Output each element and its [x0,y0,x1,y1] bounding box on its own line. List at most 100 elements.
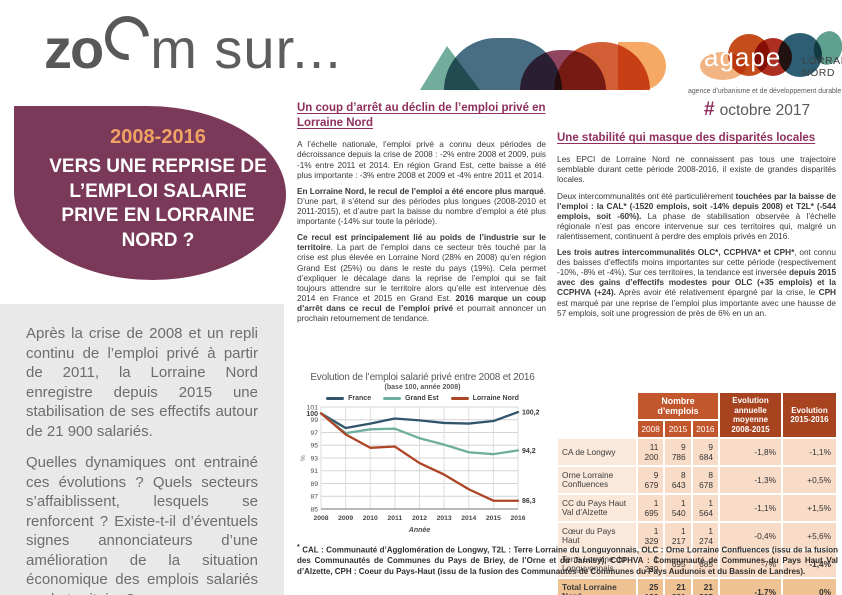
svg-text:%: % [300,455,307,461]
svg-text:93: 93 [310,455,318,462]
agape-logo: agape LORRAINE NORD agence d’urbanisme e… [688,26,842,100]
svg-text:2014: 2014 [461,515,476,522]
table-cell: -1,4% [783,551,836,578]
table-year-header: 2008 [638,421,664,438]
article-heading-left: Un coup d’arrêt au déclin de l’emploi pr… [297,102,546,130]
legend-swatch-icon [383,397,402,400]
table-row: Cœur du Pays Haut 1 329 1 217 1 274 -0,4% +5,… [558,523,836,550]
legend-swatch-icon [326,397,345,400]
legend-label: Lorraine Nord [472,395,519,402]
legend-label: Grand Est [405,395,439,402]
jobs-table-element: Nombre d’emplois Evolution annuelle moye… [556,391,838,595]
deco-arcs [420,38,666,90]
table-cell: -1,1% [720,495,781,522]
table-cell: -1,3% [720,467,781,494]
svg-text:91: 91 [310,468,318,475]
table-cell: 11 200 [638,439,664,466]
table-cell: CC du Pays Haut Val d’Alzette [558,495,636,522]
agape-region-line2: NORD [802,66,835,79]
table-cell: 8 643 [665,467,691,494]
chart-title: Evolution de l’emploi salarié privé entr… [310,372,535,383]
agape-region-line1: LORRAINE [802,55,842,67]
table-cell: 1 540 [665,495,691,522]
intro-panel: Après la crise de 2008 et un repli conti… [0,304,284,595]
article-paragraph: En Lorraine Nord, le recul de l’emploi a… [297,185,546,227]
article-col-right: Une stabilité qui masque des disparités … [557,131,836,324]
svg-text:87: 87 [310,494,318,501]
legend-label: France [348,395,372,402]
table-group-header: Nombre d’emplois [638,393,718,420]
svg-text:101: 101 [307,404,319,411]
legend-swatch-icon [450,397,469,400]
table-cell: 9 786 [665,439,691,466]
table-cell: CA de Longwy [558,439,636,466]
logo-ring-icon [96,7,159,69]
svg-text:2012: 2012 [412,515,427,522]
intro-paragraph: Après la crise de 2008 et un repli conti… [26,325,258,440]
table-cell: -1,7% [720,579,781,595]
svg-text:2016: 2016 [510,515,525,522]
table-cell: 685 [692,551,718,578]
table-cell: 9 684 [692,439,718,466]
chart-subtitle: (base 100, année 2008) [384,384,461,391]
issue-date: # octobre 2017 [704,99,810,121]
svg-text:89: 89 [310,481,318,488]
table-cell: 1 329 [638,523,664,550]
svg-text:99: 99 [310,417,318,424]
svg-text:2008: 2008 [313,515,328,522]
footnote-star: * [297,544,300,551]
svg-text:85: 85 [310,506,318,513]
table-cell: -7% [720,551,781,578]
legend-item: France [326,395,371,402]
legend-item: Lorraine Nord [450,395,519,402]
table-cell: -1,1% [783,439,836,466]
table-cell: Terre Lorraine du Longuyonnais [558,551,636,578]
table-row: Terre Lorraine du Longuyonnais 1 229 695 68… [558,551,836,578]
jobs-table: Nombre d’emplois Evolution annuelle moye… [556,391,838,595]
table-cell: -0,4% [720,523,781,550]
svg-text:2015: 2015 [486,515,501,522]
svg-text:100: 100 [306,411,318,418]
table-cell: 1 274 [692,523,718,550]
svg-text:95: 95 [310,443,318,450]
issue-date-text: octobre 2017 [719,102,811,119]
header-logo: zo m sur... [44,7,342,81]
article-paragraph: Ce recul est principalement lié au poids… [297,232,546,324]
table-evo-annual-header: Evolution annuelle moyenne 2008-2015 [720,393,781,438]
table-cell: 8 678 [692,467,718,494]
svg-text:2013: 2013 [437,515,452,522]
table-cell: 0% [783,579,836,595]
table-row: Orne Lorraine Confluences 9 679 8 643 8 678… [558,467,836,494]
svg-text:2010: 2010 [363,515,378,522]
table-cell: Orne Lorraine Confluences [558,467,636,494]
table-total-row: Total Lorraine Nord25 13221 88121 885-1,… [558,579,836,595]
table-cell: 1 217 [665,523,691,550]
logo-text-rest: m sur... [150,17,342,81]
footnote: * CAL : Communauté d’Agglomération de Lo… [297,543,838,578]
hash-symbol: # [704,99,715,120]
agape-region: LORRAINE NORD [802,55,842,79]
cover-title: VERS UNE REPRISE DE L’EMPLOI SALARIE PRI… [49,156,267,252]
table-cell: 695 [665,551,691,578]
cover-blob: 2008-2016 VERS UNE REPRISE DE L’EMPLOI S… [14,106,286,280]
chart-block: Evolution de l’emploi salarié privé entr… [299,372,546,535]
article-paragraph: A l’échelle nationale, l’emploi privé a … [297,139,546,180]
table-cell: 25 132 [638,579,664,595]
intro-paragraph: Quelles dynamiques ont entrainé ces évol… [26,454,258,595]
legend-item: Grand Est [383,395,439,402]
cover-period: 2008-2016 [110,126,206,148]
svg-text:Année: Année [408,527,431,534]
table-cell: -1,8% [720,439,781,466]
table-cell: +1,5% [783,495,836,522]
svg-text:94,2: 94,2 [522,448,536,455]
svg-text:2009: 2009 [338,515,353,522]
svg-text:100,2: 100,2 [522,410,540,417]
article-heading-right: Une stabilité qui masque des disparités … [557,132,816,144]
svg-text:86,3: 86,3 [522,498,536,505]
logo-text-zo: zo [44,17,104,81]
jobs-table-body: CA de Longwy 11 200 9 786 9 684 -1,8% -1,1% Or… [558,439,836,595]
chart-svg: 85 87 89 91 93 95 97 99 101 2008 2009 2010 2011 2012 2… [300,404,540,534]
agape-wordmark: agape [704,42,782,72]
table-cell: 1 564 [692,495,718,522]
